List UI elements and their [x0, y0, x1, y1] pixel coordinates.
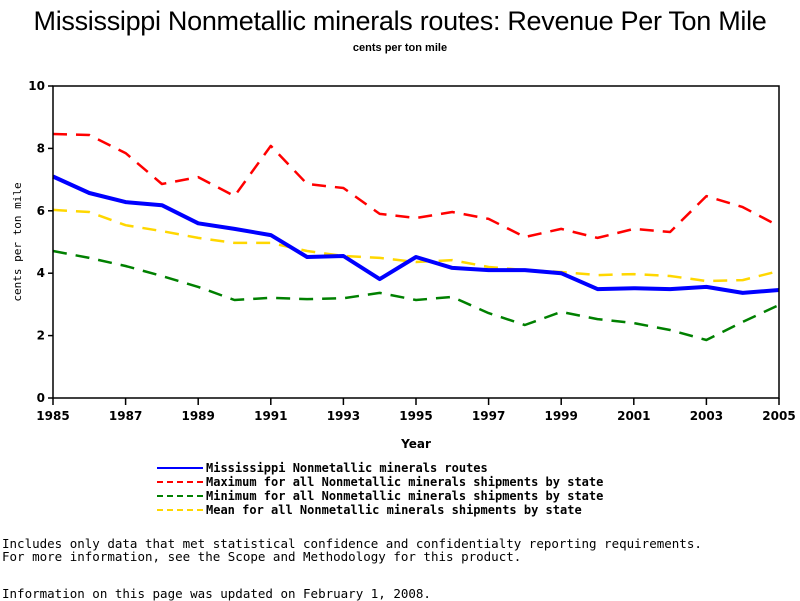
x-tick-label: 1999 [544, 409, 577, 423]
legend-item-minimum: Minimum for all Nonmetallic minerals shi… [157, 489, 603, 503]
legend-label: Minimum for all Nonmetallic minerals shi… [206, 489, 604, 503]
y-tick-label: 10 [28, 79, 45, 93]
chart-title: Mississippi Nonmetallic minerals routes:… [33, 6, 767, 36]
legend-label: Mean for all Nonmetallic minerals shipme… [206, 503, 582, 517]
x-tick-label: 1989 [181, 409, 214, 423]
x-tick-label: 1985 [36, 409, 69, 423]
chart-subtitle: cents per ton mile [352, 42, 448, 54]
updated-note: Information on this page was updated on … [2, 586, 431, 601]
y-tick-label: 0 [37, 391, 45, 405]
x-tick-label: 1987 [109, 409, 142, 423]
plot-frame [52, 85, 780, 399]
legend-swatch-mississippi [157, 467, 203, 469]
y-axis: 0 2 4 6 8 10 [28, 79, 53, 405]
series-line-minimum-for-all-nonmetallic-minerals-shipments-by-state [52, 249, 780, 342]
y-tick-label: 4 [37, 266, 45, 280]
y-tick-label: 2 [37, 329, 45, 343]
legend-label: Mississippi Nonmetallic minerals routes [206, 461, 488, 475]
x-tick-label: 2001 [617, 409, 650, 423]
legend: Mississippi Nonmetallic minerals routes … [157, 461, 603, 517]
series-layer [52, 132, 780, 342]
series-line-maximum-for-all-nonmetallic-minerals-shipments-by-state [52, 132, 780, 240]
confidence-note: Includes only data that met statistical … [2, 536, 702, 551]
legend-swatch-mean [157, 509, 203, 511]
y-tick-label: 6 [37, 204, 45, 218]
x-tick-label: 2005 [762, 409, 795, 423]
legend-item-mean: Mean for all Nonmetallic minerals shipme… [157, 503, 603, 517]
x-tick-label: 2003 [690, 409, 723, 423]
legend-label: Maximum for all Nonmetallic minerals shi… [206, 475, 604, 489]
x-axis-title: Year [400, 437, 431, 451]
legend-item-mississippi: Mississippi Nonmetallic minerals routes [157, 461, 603, 475]
x-tick-label: 1993 [327, 409, 360, 423]
x-tick-label: 1997 [472, 409, 505, 423]
legend-item-maximum: Maximum for all Nonmetallic minerals shi… [157, 475, 603, 489]
line-chart: 0 2 4 6 8 10 1985 1987 1989 1991 1993 1995 1997 1999… [11, 79, 796, 451]
x-axis: 1985 1987 1989 1991 1993 1995 1997 1999 2001 2003… [36, 398, 796, 423]
series-line-mississippi-nonmetallic-minerals-routes [52, 174, 780, 295]
legend-swatch-maximum [157, 481, 203, 483]
x-tick-label: 1991 [254, 409, 287, 423]
series-line-mean-for-all-nonmetallic-minerals-shipments-by-state [52, 208, 780, 283]
legend-swatch-minimum [157, 495, 203, 497]
x-tick-label: 1995 [399, 409, 432, 423]
y-tick-label: 8 [37, 141, 45, 155]
methodology-note: For more information, see the Scope and … [2, 549, 522, 564]
y-axis-title: cents per ton mile [11, 182, 24, 301]
